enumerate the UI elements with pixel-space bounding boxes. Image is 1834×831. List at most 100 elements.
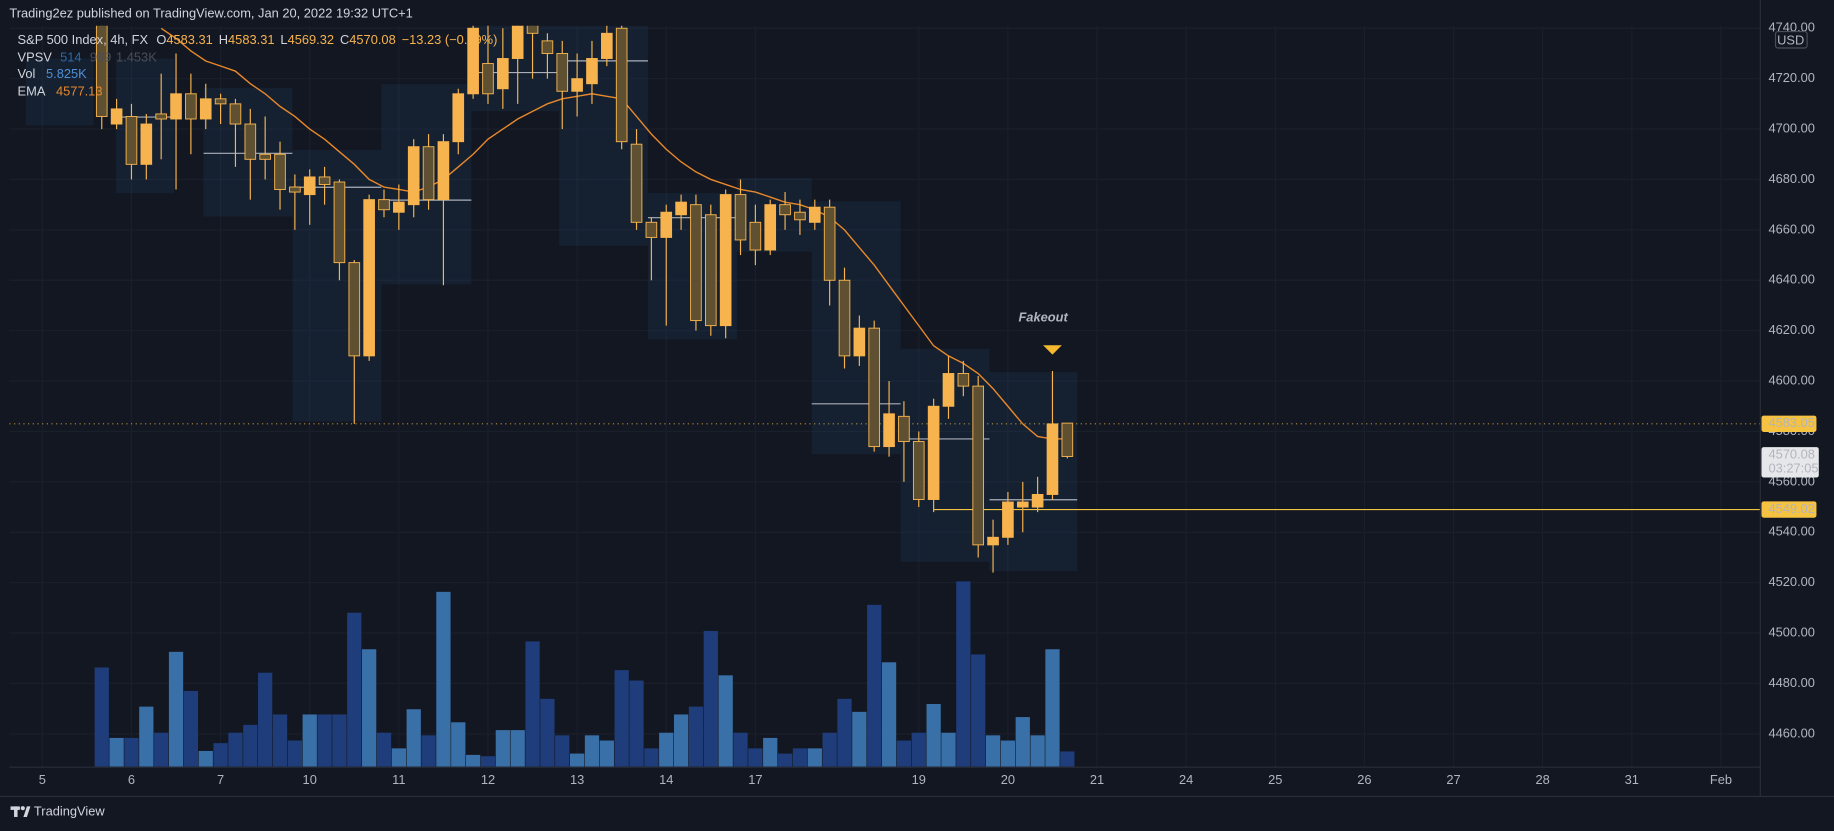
volume-bar: [480, 756, 496, 767]
candle-body: [615, 27, 628, 143]
y-tick-label: 4680.00: [1769, 171, 1815, 186]
vol-name: Vol: [18, 66, 36, 81]
candle-body: [972, 385, 985, 546]
footer-logo: [10, 806, 31, 817]
candle-body: [422, 146, 435, 201]
x-tick-label: 7: [217, 772, 224, 787]
volume-bar: [956, 581, 971, 767]
candle-body: [333, 181, 346, 264]
footer-brand: TradingView: [34, 804, 105, 819]
volume-bar: [777, 753, 793, 767]
volume-bar: [362, 649, 377, 767]
publisher-line: Trading2ez published on TradingView.com,…: [9, 5, 412, 20]
volume-bar: [243, 724, 258, 767]
candle-body: [571, 78, 583, 92]
candle-body: [541, 40, 554, 54]
ema-name: EMA: [18, 84, 46, 99]
candle-body: [675, 201, 687, 216]
ohlc-value: 4583.31: [228, 32, 274, 47]
candle-body: [630, 143, 643, 223]
volume-bar: [584, 735, 600, 767]
candle-body: [734, 194, 747, 241]
volume-bar: [421, 735, 436, 767]
annotation: Fakeout: [1018, 310, 1068, 325]
y-tick-label: 4640.00: [1769, 272, 1815, 287]
candle-body: [690, 204, 702, 322]
candle-body: [110, 108, 123, 125]
volume-bar: [896, 740, 912, 767]
countdown: 03:27:05: [1769, 461, 1819, 476]
candle-body: [1031, 493, 1044, 508]
candle-body: [1061, 422, 1074, 457]
ema-line: [160, 27, 1068, 440]
current-price: 4570.08: [1769, 447, 1815, 462]
candle-body: [794, 211, 806, 221]
candle-body: [170, 93, 182, 120]
volume-bar: [852, 711, 867, 767]
y-tick-label: 4500.00: [1769, 624, 1815, 639]
candle-body: [259, 153, 271, 160]
volume-bar: [183, 690, 199, 767]
x-tick-label: 11: [392, 772, 405, 787]
candle-body: [823, 206, 836, 281]
y-tick-label: 4460.00: [1769, 725, 1815, 740]
ohlc-value: 4583.31: [166, 32, 212, 47]
candle-body: [1002, 501, 1014, 538]
volume-bar: [688, 706, 704, 767]
volume-bar: [451, 722, 466, 767]
volume-bar: [213, 743, 228, 767]
candle-body: [140, 123, 153, 165]
x-tick-label: 24: [1179, 772, 1193, 787]
x-tick-label: 14: [659, 772, 673, 787]
candle-body: [779, 204, 791, 216]
candle-body: [883, 413, 895, 448]
volume-bar: [540, 698, 555, 767]
volume-bar: [317, 714, 332, 767]
x-tick-label: 5: [39, 772, 46, 787]
axes: 4460.004480.004500.004520.004540.004560.…: [39, 20, 1819, 787]
volume-bar: [659, 732, 674, 767]
volume-bar: [748, 748, 763, 767]
volume-bar: [629, 680, 644, 767]
candle-body: [199, 98, 212, 120]
volume-bar: [1015, 717, 1030, 767]
candle-body: [987, 536, 999, 546]
candle-body: [853, 327, 866, 357]
ohlc-value: 4569.32: [288, 32, 334, 47]
x-tick-label: 26: [1357, 772, 1371, 787]
candle-body: [511, 25, 524, 59]
x-tick-label: 6: [128, 772, 135, 787]
ohlc-key: C: [340, 32, 349, 47]
vpsv-value: 1.453K: [116, 50, 157, 65]
candle-body: [348, 262, 361, 357]
candle-body: [437, 141, 450, 201]
volume-bar: [867, 604, 882, 767]
candle-body: [912, 441, 925, 500]
candle-body: [704, 214, 717, 327]
volume-bar: [733, 732, 748, 767]
volume-bar: [1030, 735, 1045, 767]
candle-body: [155, 113, 167, 120]
candle-body: [363, 199, 375, 357]
candle-layer: [95, 25, 1074, 573]
volume-bar: [510, 730, 525, 767]
candle-body: [229, 103, 242, 125]
volume-bar: [376, 732, 392, 767]
volume-bar: [985, 735, 1001, 767]
volume-bar: [495, 730, 510, 767]
vpsv-value: 939: [90, 50, 111, 65]
legend-ohlc: S&P 500 Index, 4h, FX O4583.31 H4583.31 …: [18, 32, 498, 47]
volume-bar: [792, 748, 808, 767]
price-label: 4549.02: [1769, 501, 1815, 516]
candle-body: [868, 327, 881, 448]
logo-part: [20, 806, 25, 811]
profile-box: [989, 372, 1078, 572]
candle-body: [749, 221, 762, 251]
candle-body: [526, 25, 539, 34]
candle-body: [957, 373, 970, 387]
x-tick-label: 20: [1001, 772, 1015, 787]
price-label: 4583.05: [1769, 415, 1815, 430]
candle-body: [274, 153, 286, 191]
candle-body: [244, 123, 257, 160]
candle-body: [467, 27, 479, 95]
